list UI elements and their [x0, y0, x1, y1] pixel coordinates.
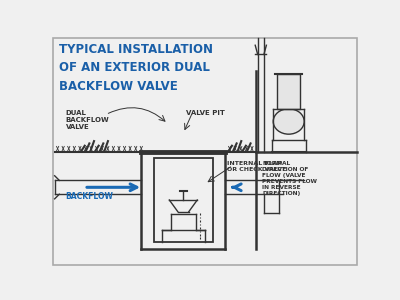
Text: NORMAL
DIRECTION OF
FLOW (VALVE
PREVENTS FLOW
IN REVERSE
DIRECTION): NORMAL DIRECTION OF FLOW (VALVE PREVENTS…: [262, 161, 317, 196]
Ellipse shape: [273, 109, 304, 134]
Text: DUAL
BACKFLOW
VALVE: DUAL BACKFLOW VALVE: [66, 110, 109, 130]
Text: BACKFLOW VALVE: BACKFLOW VALVE: [59, 80, 178, 93]
Text: OF AN EXTERIOR DUAL: OF AN EXTERIOR DUAL: [59, 61, 210, 74]
Text: INTERNAL FLAP
OR CHECK VALVE: INTERNAL FLAP OR CHECK VALVE: [227, 161, 286, 172]
Text: VALVE PIT: VALVE PIT: [186, 110, 225, 116]
Bar: [277, 74, 300, 109]
FancyBboxPatch shape: [53, 38, 357, 265]
Text: TYPICAL INSTALLATION: TYPICAL INSTALLATION: [59, 43, 213, 56]
Text: BACKFLOW: BACKFLOW: [66, 192, 113, 201]
Bar: [154, 158, 213, 242]
